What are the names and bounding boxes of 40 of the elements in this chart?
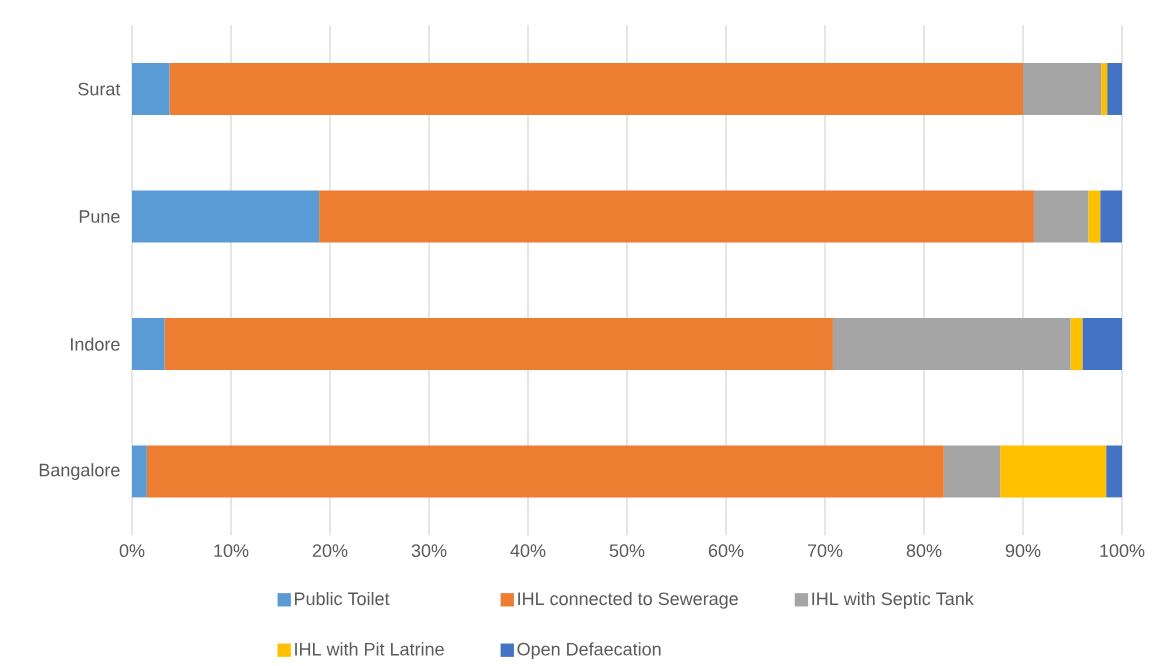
bar	[1107, 63, 1122, 116]
legend-label: IHL with Septic Tank	[812, 591, 974, 609]
bar	[1070, 318, 1083, 371]
bar	[319, 190, 1034, 243]
bar	[1033, 190, 1089, 243]
bar	[1023, 63, 1102, 116]
bar	[1101, 63, 1108, 116]
bar	[1088, 190, 1101, 243]
legend-label: Public Toilet	[295, 591, 390, 606]
legend-label: IHL with Pit Latrine	[295, 642, 444, 656]
bar	[943, 445, 1001, 498]
bar	[164, 318, 833, 371]
bar	[1000, 445, 1107, 498]
x-tick-label: 60%	[708, 544, 744, 557]
x-tick-label: 30%	[411, 544, 447, 557]
bar	[132, 63, 170, 116]
x-tick-label: 80%	[906, 544, 942, 557]
legend-label: IHL connected to Sewerage	[518, 591, 738, 609]
x-tick-label: 20%	[312, 544, 348, 557]
x-tick-label: 90%	[1005, 544, 1041, 557]
legend-label: Open Defaecation	[517, 642, 661, 660]
bar	[146, 445, 944, 498]
y-tick-label: Indore	[71, 337, 120, 351]
bar	[169, 63, 1023, 116]
bar	[1100, 190, 1122, 243]
x-tick-label: 40%	[510, 544, 546, 557]
bar	[1082, 318, 1122, 371]
x-tick-label: 100%	[1100, 544, 1145, 557]
x-tick-label: 0%	[119, 544, 145, 557]
bar	[1106, 445, 1122, 498]
x-tick-label: 50%	[609, 544, 645, 557]
bar	[832, 318, 1071, 371]
bar	[132, 445, 147, 498]
bar	[132, 318, 165, 371]
y-tick-label: Pune	[79, 210, 120, 223]
y-tick-label: Surat	[78, 82, 121, 96]
x-tick-label: 70%	[807, 544, 843, 557]
bar	[132, 190, 320, 243]
y-tick-label: Bangalore	[39, 463, 120, 480]
x-tick-label: 10%	[214, 544, 249, 557]
